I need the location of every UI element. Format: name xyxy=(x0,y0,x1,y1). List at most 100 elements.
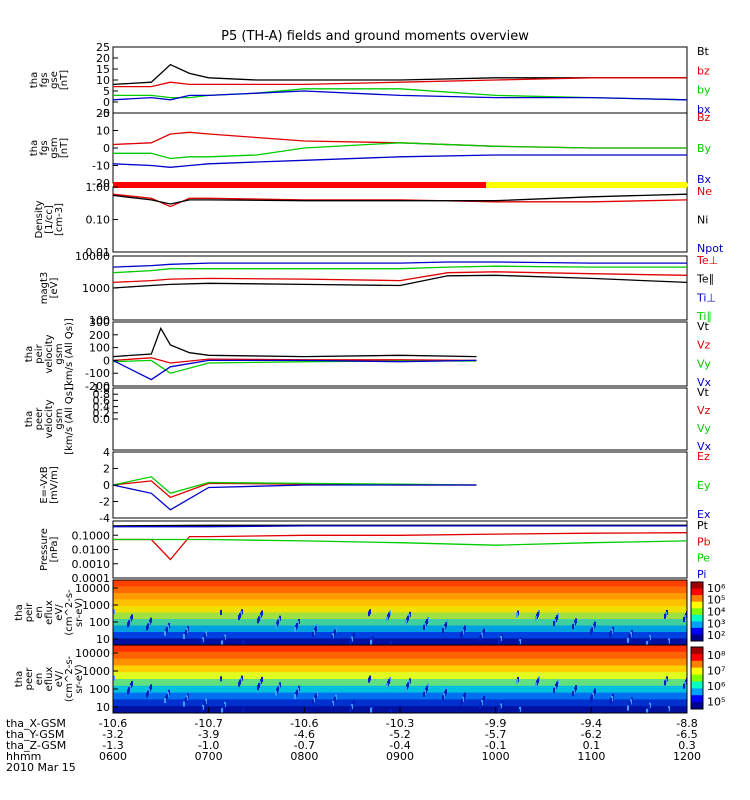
spectrogram-speckle xyxy=(113,609,115,615)
y-axis-label: Pressure [nPa] xyxy=(39,528,60,571)
y-axis-label-line: peer xyxy=(34,407,45,431)
y-axis-label: tha peir en eflux eV/(cm^2-s-sr-eV) xyxy=(14,589,85,636)
y-tick-label: 0.0 xyxy=(93,413,111,426)
spectrogram-band xyxy=(113,593,687,601)
spectrogram-band xyxy=(113,632,687,640)
legend-label: Ey xyxy=(697,479,711,492)
spectrogram-speckle xyxy=(664,613,666,619)
spectrogram-speckle xyxy=(390,641,392,645)
y-tick-label: 10000 xyxy=(75,582,110,595)
y-axis-label-line: [nT] xyxy=(59,70,70,90)
spectrogram-speckle xyxy=(627,637,629,643)
colorbar-segment xyxy=(691,634,703,642)
legend-label: By xyxy=(697,142,712,155)
footer-value: 0800 xyxy=(290,750,318,763)
spectrogram-speckle xyxy=(349,640,351,645)
y-tick-label: 0 xyxy=(103,354,110,367)
footer-value: -6.5 xyxy=(676,728,697,741)
footer-value: -1.0 xyxy=(198,739,219,752)
colorbar-segment xyxy=(691,660,703,669)
y-axis-label-line: eV/ xyxy=(54,604,65,621)
footer-value: -9.4 xyxy=(581,717,602,730)
spectrogram-speckle xyxy=(113,675,115,681)
y-axis-label-line: [mV/m] xyxy=(49,466,60,504)
y-axis-label-line: tha xyxy=(29,140,40,156)
legend-label: Vx xyxy=(697,440,712,453)
colorbar-segment xyxy=(691,582,703,590)
y-axis-label-line: [nT] xyxy=(59,138,70,158)
spectrogram-speckle xyxy=(535,615,537,621)
spectrogram-speckle xyxy=(349,708,351,713)
colorbar-segment xyxy=(691,667,703,676)
footer-value: -5.2 xyxy=(389,728,410,741)
y-axis-label-line: (cm^2-s- xyxy=(64,589,75,636)
spectrogram-speckle xyxy=(294,626,296,632)
fgs-gsm-panel: Bz By Bx -20 -10 0 10 20 tha fgs gsm [nT] xyxy=(29,107,712,190)
spectrogram-speckle xyxy=(183,633,185,639)
spectrogram-speckle xyxy=(294,693,296,699)
y-tick-label: 100 xyxy=(89,314,110,327)
footer-value: -10.6 xyxy=(290,717,318,730)
spectrogram-band xyxy=(113,685,687,694)
y-tick-label: 25 xyxy=(96,41,110,54)
y-tick-label: 15 xyxy=(96,63,110,76)
page-title: P5 (TH-A) fields and ground moments over… xyxy=(221,29,529,44)
y-axis-label-line: tha xyxy=(24,411,35,427)
temperature-panel: Te⊥ Te∥ Ti⊥ Ti∥ 10000 1000 100 magt3 [eV] xyxy=(39,250,718,327)
y-axis-label: tha fgs gse [nT] xyxy=(29,70,70,90)
footer-value: -8.8 xyxy=(676,717,697,730)
spectrogram-speckle xyxy=(312,632,314,637)
y-axis-label-line: velocity xyxy=(44,334,55,373)
spectrogram-speckle xyxy=(257,685,259,691)
mode-bar-segment xyxy=(486,182,687,188)
colorbar-segment xyxy=(691,674,703,682)
legend-label: Ni xyxy=(697,214,708,227)
footer-value: -10.7 xyxy=(194,717,222,730)
panel-frame xyxy=(112,387,688,451)
spectrogram-speckle xyxy=(221,708,223,713)
spectrogram-speckle xyxy=(238,681,240,687)
y-tick-label: 0.01 xyxy=(86,246,111,259)
y-axis-label-line: E=-VxB xyxy=(39,466,50,503)
footer-value: -1.3 xyxy=(102,739,123,752)
spectrogram-band xyxy=(113,699,687,707)
spectrogram-speckle xyxy=(370,707,372,713)
series-line xyxy=(112,476,477,495)
spectrogram-band xyxy=(113,612,687,620)
y-axis-label-line: velocity xyxy=(44,399,55,438)
spectrogram-speckle xyxy=(386,616,388,622)
y-tick-label: 20 xyxy=(96,52,110,65)
y-axis-label: tha peer en eflux eV/(cm^2-s-sr-eV) xyxy=(14,655,85,702)
series-line xyxy=(112,359,477,374)
y-tick-label: -10 xyxy=(92,160,110,173)
legend-label: Ti∥ xyxy=(696,310,712,323)
legend-label: Pi xyxy=(697,568,706,581)
spectrogram-band xyxy=(113,672,687,680)
y-axis-label-line: tha xyxy=(24,346,35,362)
legend-label: Vt xyxy=(697,386,710,399)
colorbar-tick-label: 10⁶ xyxy=(707,582,726,595)
spectrogram-speckle xyxy=(479,704,481,710)
y-tick-label: 0 xyxy=(103,96,110,109)
y-axis-label-line: eflux xyxy=(44,667,55,692)
y-tick-label: 0.1000 xyxy=(72,529,111,542)
spectrogram-speckle xyxy=(164,698,166,704)
y-tick-label: 5 xyxy=(103,85,110,98)
spectrogram-speckle xyxy=(572,624,574,630)
series-line xyxy=(112,131,687,149)
series-line xyxy=(113,538,688,546)
y-tick-label: -4 xyxy=(99,512,110,525)
y-axis-label: tha peer velocity gsm [km/s (All Qs)] xyxy=(24,383,75,455)
spectrogram-speckle xyxy=(535,682,537,688)
footer-value: -10.3 xyxy=(386,717,414,730)
footer-value: -10.6 xyxy=(99,717,127,730)
y-tick-label: 1.00 xyxy=(86,181,111,194)
legend-label: Ti⊥ xyxy=(696,291,716,304)
spectrogram-speckle xyxy=(368,611,370,617)
spectrogram-speckle xyxy=(516,612,518,618)
efield-panel: Ez Ey Ex 4 2 0 -2 -4 E=-VxB [mV/m] xyxy=(39,446,711,525)
footer-value: 0.1 xyxy=(583,739,601,752)
